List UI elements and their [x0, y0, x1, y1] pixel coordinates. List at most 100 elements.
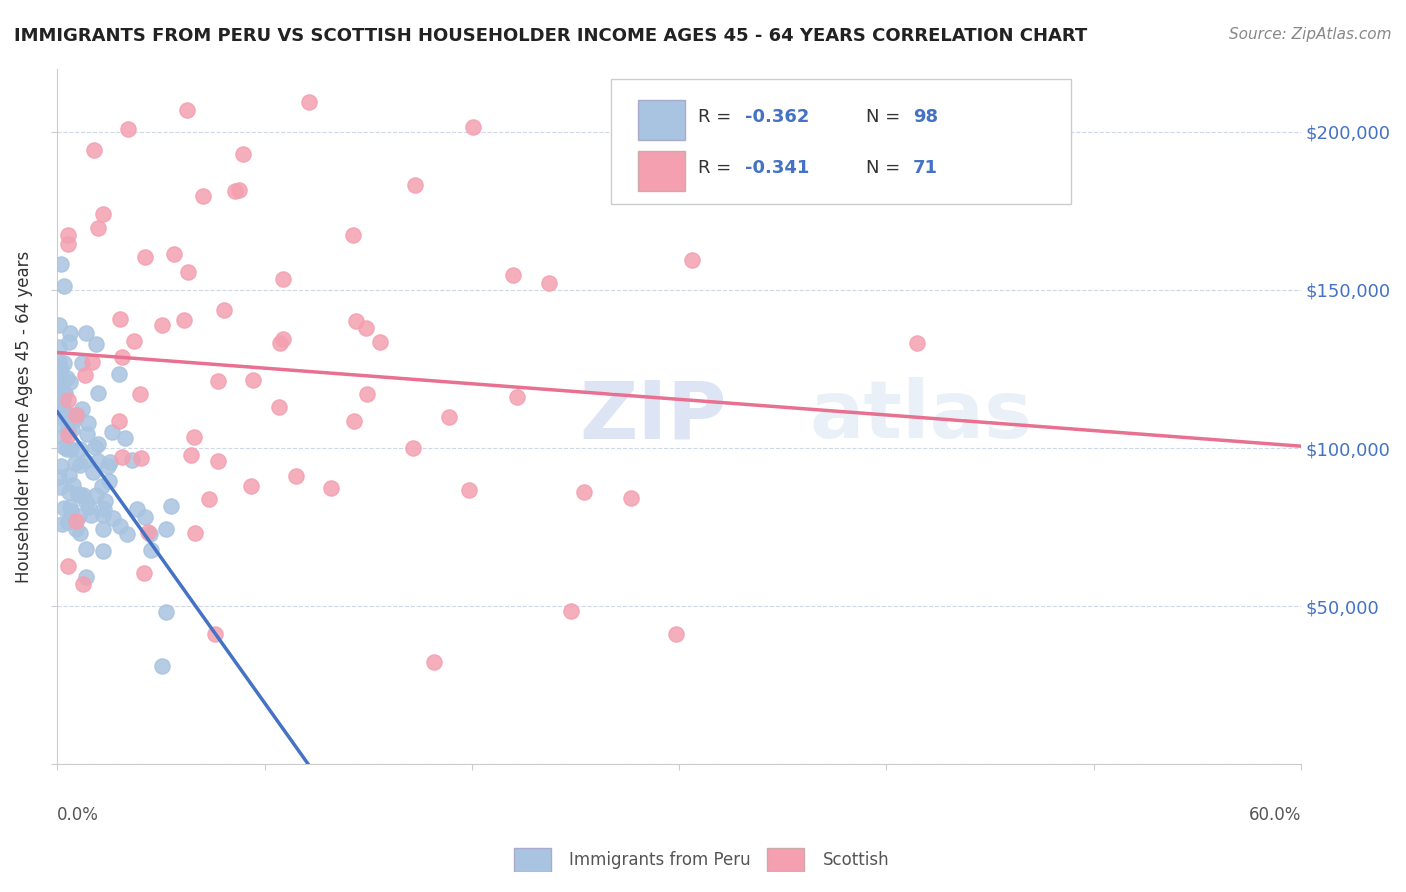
- Point: [122, 334, 145, 348]
- Point: [56, 559, 79, 574]
- Point: [80, 355, 103, 369]
- Point: [139, 542, 162, 557]
- Text: -0.341: -0.341: [745, 159, 810, 177]
- Point: [110, 311, 132, 326]
- Point: [48, 318, 70, 333]
- Point: [404, 178, 426, 193]
- Point: [48, 386, 70, 401]
- Point: [48, 470, 70, 484]
- Text: Immigrants from Peru: Immigrants from Peru: [569, 851, 751, 869]
- Point: [76, 417, 98, 431]
- Point: [48, 379, 70, 393]
- Point: [343, 414, 366, 428]
- Point: [91, 522, 114, 536]
- Point: [58, 326, 80, 341]
- Point: [53, 386, 76, 401]
- Point: [228, 183, 250, 197]
- Point: [271, 332, 294, 346]
- Point: [75, 326, 97, 340]
- Point: [401, 442, 423, 456]
- Point: [204, 627, 226, 641]
- Point: [239, 479, 262, 493]
- Point: [344, 314, 367, 328]
- Point: [72, 577, 94, 591]
- Point: [90, 479, 112, 493]
- Point: [224, 184, 246, 198]
- Point: [60, 504, 83, 518]
- Point: [82, 465, 104, 479]
- Point: [180, 449, 202, 463]
- Point: [49, 459, 72, 474]
- Point: [242, 373, 264, 387]
- Point: [69, 458, 91, 473]
- Point: [125, 501, 148, 516]
- Point: [502, 268, 524, 282]
- Point: [121, 453, 143, 467]
- Point: [114, 431, 136, 445]
- Point: [94, 494, 117, 508]
- Point: [506, 390, 529, 404]
- Point: [58, 485, 80, 500]
- Point: [70, 356, 93, 370]
- Point: [356, 321, 378, 335]
- Point: [69, 442, 91, 457]
- Point: [117, 122, 139, 136]
- Point: [55, 370, 77, 384]
- Point: [60, 408, 83, 422]
- Point: [51, 362, 73, 376]
- Point: [664, 627, 686, 641]
- Point: [176, 103, 198, 117]
- Point: [75, 542, 97, 557]
- Point: [129, 387, 152, 401]
- Point: [97, 459, 120, 474]
- Point: [52, 278, 75, 293]
- Point: [53, 440, 76, 454]
- Point: [907, 336, 929, 351]
- Point: [51, 417, 73, 431]
- Point: [97, 474, 120, 488]
- Point: [52, 430, 75, 444]
- Point: [53, 388, 76, 402]
- Text: R =: R =: [697, 108, 737, 127]
- Point: [76, 426, 98, 441]
- Point: [176, 265, 198, 279]
- Point: [111, 450, 134, 465]
- Point: [458, 483, 481, 497]
- Point: [232, 147, 254, 161]
- Point: [48, 398, 70, 412]
- Point: [620, 491, 643, 506]
- Point: [48, 370, 70, 384]
- Point: [163, 247, 186, 261]
- Point: [212, 303, 235, 318]
- Point: [183, 430, 205, 444]
- Text: -0.362: -0.362: [745, 108, 810, 127]
- Point: [58, 467, 80, 482]
- Point: [139, 527, 162, 541]
- Point: [150, 318, 173, 332]
- Point: [155, 522, 177, 536]
- Point: [269, 400, 291, 414]
- Point: [107, 414, 129, 428]
- Point: [207, 454, 229, 468]
- Point: [66, 408, 89, 422]
- Point: [62, 477, 84, 491]
- Point: [129, 451, 152, 466]
- Point: [56, 422, 79, 436]
- Point: [356, 387, 378, 401]
- Point: [59, 500, 82, 514]
- Point: [75, 368, 97, 382]
- Point: [60, 422, 83, 436]
- Point: [69, 487, 91, 501]
- Point: [56, 408, 79, 422]
- Point: [101, 425, 124, 439]
- Point: [681, 253, 703, 268]
- Point: [184, 525, 207, 540]
- Point: [98, 455, 121, 469]
- Point: [67, 487, 90, 501]
- Point: [75, 570, 97, 584]
- Point: [84, 440, 107, 454]
- Point: [423, 655, 446, 669]
- Point: [91, 207, 114, 221]
- Point: [75, 495, 97, 509]
- Text: 0.0%: 0.0%: [58, 806, 100, 824]
